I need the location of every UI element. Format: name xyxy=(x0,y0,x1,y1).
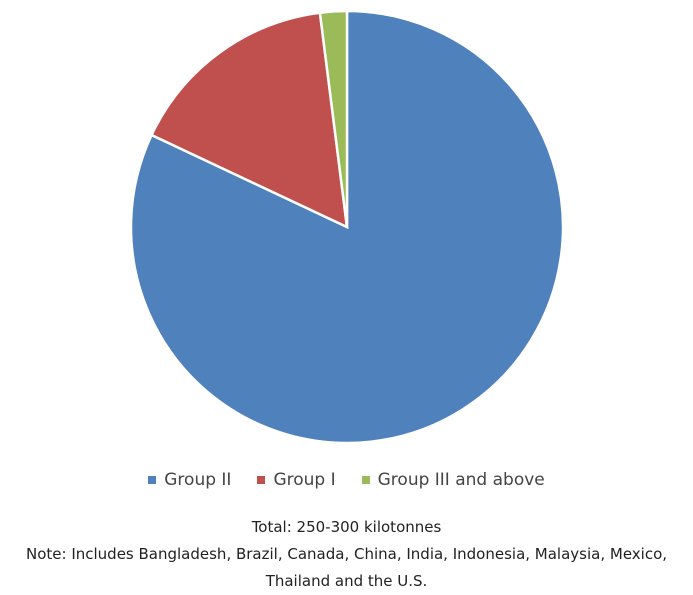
legend: Group II Group I Group III and above xyxy=(0,470,693,490)
legend-label: Group III and above xyxy=(377,470,545,490)
notes: Total: 250-300 kilotonnes Note: Includes … xyxy=(8,514,685,595)
legend-swatch xyxy=(361,476,370,484)
legend-item: Group II xyxy=(148,470,231,490)
note: Note: Includes Bangladesh, Brazil, Canad… xyxy=(25,545,668,590)
legend-item: Group III and above xyxy=(361,470,545,490)
legend-item: Group I xyxy=(257,470,336,490)
legend-label: Group I xyxy=(273,470,336,490)
legend-swatch xyxy=(148,476,157,484)
pie-slice xyxy=(149,11,349,230)
legend-swatch xyxy=(257,476,266,484)
legend-label: Group II xyxy=(164,470,232,490)
note: Total: 250-300 kilotonnes xyxy=(251,518,442,536)
pie-chart xyxy=(129,9,565,445)
pie-slice xyxy=(129,9,565,445)
pie-slice xyxy=(318,9,349,228)
